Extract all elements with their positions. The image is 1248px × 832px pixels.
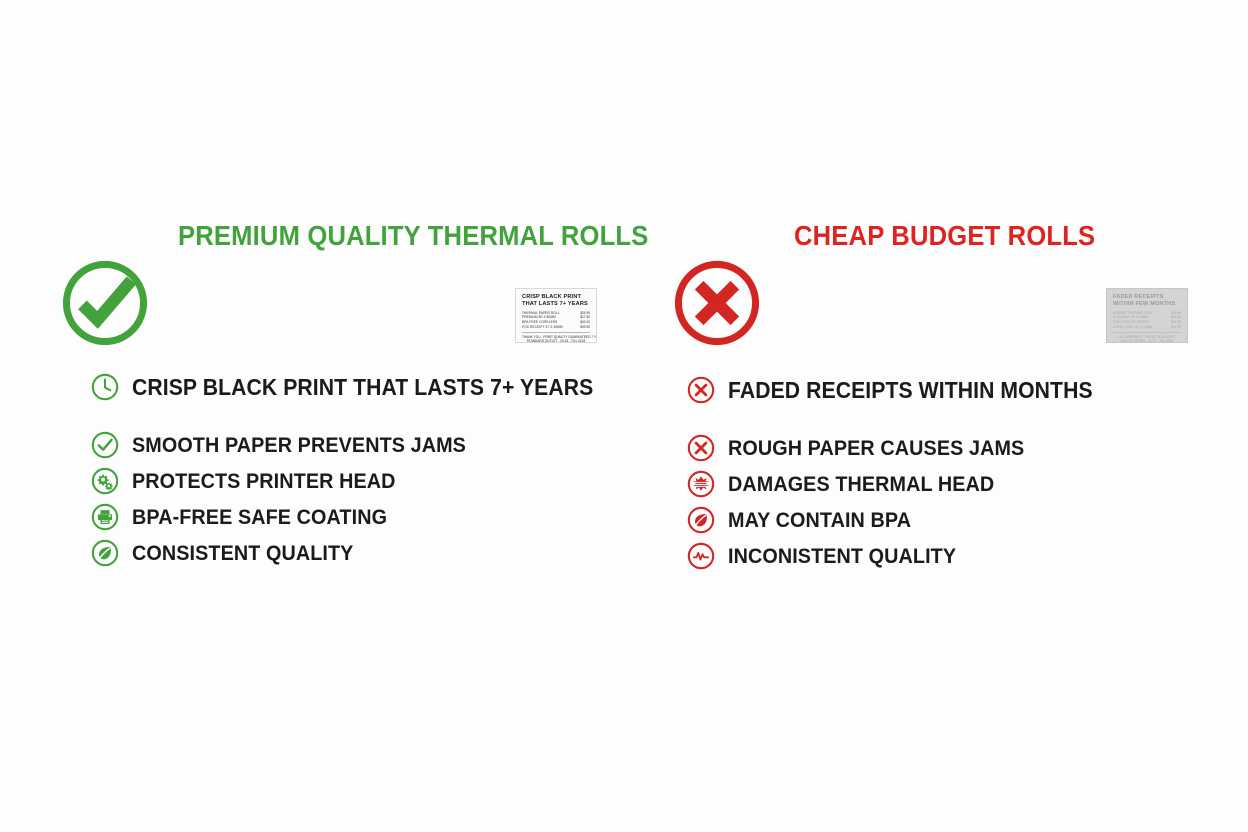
list-item: ROUGH PAPER CAUSES JAMS [686, 430, 1124, 466]
receipt-footer: NO WARRANTY - FADES IN MONTHS BUDGET STO… [1113, 332, 1181, 343]
leaf-warning-icon [686, 505, 716, 535]
receipt-row: CHEAP ROLL 57 X 40MM $01.99 [1113, 324, 1181, 329]
receipt-row-value: $01.99 [1171, 324, 1181, 329]
receipt-headline-line2: THAT LASTS 7+ YEARS [522, 301, 588, 308]
premium-column-heading: PREMIUM QUALITY THERMAL ROLLS [178, 220, 649, 251]
list-item: SMOOTH PAPER PREVENTS JAMS [90, 427, 633, 463]
receipt-row: BPA FREE CORELESS $42.00 [522, 320, 590, 325]
receipt-row-label: BUDGET THERMAL ROLL [1113, 310, 1154, 315]
leaf-check-icon [90, 538, 120, 568]
clock-icon [90, 372, 120, 402]
receipt-row: THIN COATING PAPER $02.75 [1113, 320, 1181, 325]
receipt-row: ECONOMY 80 X 80MM $03.50 [1113, 316, 1181, 319]
receipt-row-value: $03.50 [1171, 315, 1181, 320]
zigzag-wave-icon [686, 541, 716, 571]
receipt-footer-line2: BUDGET STORE - 11:07 - TILL 0004 [1120, 339, 1174, 343]
list-item-label: INCONISTENT QUALITY [728, 543, 957, 568]
receipt-row: THERMAL PAPER ROLL $24.99 [522, 310, 590, 315]
receipt-row-label: THERMAL PAPER ROLL [522, 310, 560, 315]
list-item: FADED RECEIPTS WITHIN MONTHS [686, 372, 1124, 408]
receipt-line-items: THERMAL PAPER ROLL $24.99 PREMIUM 80 X 8… [522, 310, 590, 329]
receipt-headline-line1: CRISP BLACK PRINT [522, 294, 582, 300]
printer-icon [90, 502, 120, 532]
receipt-row-value: $09.95 [580, 324, 590, 329]
receipt-headline-line1: FADED RECEIPTS [1113, 294, 1164, 300]
list-item: MAY CONTAIN BPA [686, 502, 1124, 538]
budget-column-heading: CHEAP BUDGET ROLLS [794, 220, 1096, 251]
x-circle-icon [686, 433, 716, 463]
receipt-footer-line1: NO WARRANTY - FADES IN MONTHS [1119, 335, 1175, 340]
list-item: DAMAGES THERMAL HEAD [686, 466, 1124, 502]
receipt-row: PREMIUM 80 X 80MM $17.50 [522, 316, 590, 319]
receipt-row-label: BPA FREE CORELESS [522, 320, 558, 325]
receipt-line-items: BUDGET THERMAL ROLL $04.99 ECONOMY 80 X … [1113, 310, 1181, 329]
list-item: CONSISTENT QUALITY [90, 535, 633, 571]
receipt-row-value: $02.75 [1171, 320, 1181, 325]
receipt-row-value: $42.00 [580, 320, 590, 325]
receipt-row-value: $17.50 [580, 315, 590, 320]
list-item-label: CRISP BLACK PRINT THAT LASTS 7+ YEARS [132, 373, 594, 400]
receipt-row: POS RECEIPT 57 X 40MM $09.95 [522, 324, 590, 329]
list-item-label: BPA-FREE SAFE COATING [132, 504, 388, 529]
list-item-label: ROUGH PAPER CAUSES JAMS [728, 435, 1025, 460]
budget-receipt-thumbnail: FADED RECEIPTS WITHIN FEW MONTHS BUDGET … [1106, 288, 1188, 343]
receipt-headline-line2: WITHIN FEW MONTHS [1113, 301, 1176, 308]
receipt-row-value: $04.99 [1171, 310, 1181, 315]
list-item-label: MAY CONTAIN BPA [728, 507, 912, 532]
receipt-row-label: POS RECEIPT 57 X 40MM [522, 324, 563, 329]
x-circle-icon [686, 375, 716, 405]
list-item-label: SMOOTH PAPER PREVENTS JAMS [132, 432, 466, 457]
broken-head-icon [686, 469, 716, 499]
receipt-row-label: CHEAP ROLL 57 X 40MM [1113, 324, 1153, 329]
check-circle-icon [58, 256, 152, 350]
budget-column: CHEAP BUDGET ROLLS FADED RECEIPTS WITHIN… [624, 0, 1248, 832]
list-item-label: DAMAGES THERMAL HEAD [728, 471, 995, 496]
check-circle-icon [90, 430, 120, 460]
receipt-row: BUDGET THERMAL ROLL $04.99 [1113, 310, 1181, 315]
receipt-row-label: ECONOMY 80 X 80MM [1113, 315, 1149, 320]
receipt-row-label: THIN COATING PAPER [1113, 320, 1149, 325]
list-item: BPA-FREE SAFE COATING [90, 499, 633, 535]
list-item: INCONISTENT QUALITY [686, 538, 1124, 574]
x-circle-icon [670, 256, 764, 350]
receipt-row-value: $24.99 [580, 310, 590, 315]
list-item: PROTECTS PRINTER HEAD [90, 463, 633, 499]
receipt-footer-line2: STANDARD OUTLET - 09:24 - TILL 0218 [526, 339, 586, 343]
premium-column: PREMIUM QUALITY THERMAL ROLLS CRISP BLAC… [58, 220, 648, 567]
list-item-label: FADED RECEIPTS WITHIN MONTHS [728, 376, 1093, 403]
receipt-footer: THANK YOU - PRINT QUALITY GUARANTEED 7 Y… [522, 332, 597, 343]
list-item-label: PROTECTS PRINTER HEAD [132, 468, 396, 493]
premium-receipt-thumbnail: CRISP BLACK PRINT THAT LASTS 7+ YEARS TH… [515, 288, 597, 343]
list-item-label: CONSISTENT QUALITY [132, 540, 354, 565]
premium-feature-list: CRISP BLACK PRINT THAT LASTS 7+ YEARS SM… [90, 369, 633, 571]
receipt-row-label: PREMIUM 80 X 80MM [522, 315, 556, 320]
list-item: CRISP BLACK PRINT THAT LASTS 7+ YEARS [90, 369, 633, 405]
budget-feature-list: FADED RECEIPTS WITHIN MONTHS ROUGH PAPER… [686, 372, 1124, 574]
gears-icon [90, 466, 120, 496]
receipt-footer-line1: THANK YOU - PRINT QUALITY GUARANTEED 7 Y… [522, 335, 597, 340]
